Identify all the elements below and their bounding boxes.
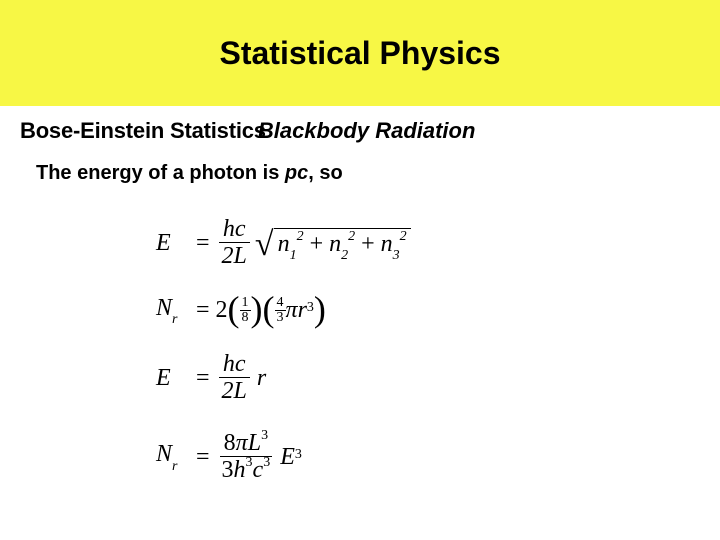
eq4-hexp: 3 (246, 455, 253, 470)
eq2-N: N (156, 295, 172, 321)
eq4-Eexp: 3 (295, 448, 302, 462)
eq1-e1: 2 (297, 229, 304, 244)
eq4-E: E (280, 445, 295, 469)
eq2-paren1: ( 1 8 ) (228, 295, 263, 325)
eq1-plus1: + (310, 231, 324, 257)
eq1-s3: 3 (393, 248, 400, 263)
body-prefix: The energy of a photon is (36, 162, 285, 184)
subtitle-right: Blackbody Radiation (258, 118, 476, 144)
eq4-lhs: Nr (156, 442, 190, 471)
eq2-equals: = (196, 298, 210, 322)
eq2-frac1: 1 8 (240, 296, 251, 325)
eq2-coef: 2 (216, 298, 228, 322)
eq2-cube: 3 (307, 301, 314, 315)
eq1-equals: = (196, 231, 210, 255)
eq4-Lexp: 3 (261, 428, 268, 443)
body-pc: pc (285, 162, 308, 184)
subtitle-left: Bose-Einstein Statistics (20, 118, 266, 144)
eq4-L: L (248, 430, 261, 456)
title-band: Statistical Physics (0, 0, 720, 106)
eq2-lhs: Nr (156, 296, 190, 325)
eq1-n3: n (381, 231, 393, 257)
eq1-lhs: E (156, 231, 190, 255)
eq4-denc: 3 (222, 457, 234, 483)
body-line: The energy of a photon is pc, so (36, 162, 343, 185)
page-title: Statistical Physics (219, 35, 500, 72)
eq1-n1: n (278, 231, 290, 257)
eq4-frac: 8πL3 3h3c3 (218, 430, 275, 483)
eq3-frac: hc 2L (218, 351, 251, 404)
eq1-frac-num: hc (219, 216, 250, 243)
eq4-frac-den: 3h3c3 (218, 457, 275, 483)
eq3-frac-num: hc (219, 351, 250, 378)
eq4-cexp: 3 (263, 455, 270, 470)
eq2-f1n: 1 (240, 296, 251, 311)
eq2-sub: r (172, 312, 177, 327)
eq4-sub: r (172, 459, 177, 474)
eq2-pi: π (286, 298, 298, 322)
eq1-sqrt: √ n12 + n22 + n32 (255, 226, 411, 260)
sqrt-icon: √ (255, 228, 274, 262)
eq2-f2d: 3 (275, 311, 286, 325)
body-suffix: , so (308, 162, 342, 184)
equation-4: Nr = 8πL3 3h3c3 E3 (156, 430, 411, 483)
eq1-s1: 1 (290, 248, 297, 263)
eq4-frac-num: 8πL3 (220, 430, 272, 457)
eq1-frac-den: 2L (218, 243, 251, 269)
eq1-e2: 2 (348, 229, 355, 244)
eq4-c: c (253, 457, 264, 483)
eq2-frac2: 4 3 (275, 296, 286, 325)
equation-2: Nr = 2 ( 1 8 ) ( 4 3 π r3 ) (156, 295, 411, 325)
eq2-paren2: ( 4 3 π r3 ) (263, 295, 326, 325)
eq2-r: r (298, 298, 307, 322)
eq4-equals: = (196, 445, 210, 469)
eq4-h: h (234, 457, 246, 483)
equations-block: E = hc 2L √ n12 + n22 + n32 Nr = 2 ( (156, 216, 411, 483)
eq4-numc: 8 (224, 430, 236, 456)
subtitle-row: Bose-Einstein Statistics Blackbody Radia… (20, 118, 475, 144)
equation-3: E = hc 2L r (156, 351, 411, 404)
eq3-frac-den: 2L (218, 378, 251, 404)
eq1-radicand: n12 + n22 + n32 (274, 228, 411, 262)
eq3-equals: = (196, 366, 210, 390)
eq1-e3: 2 (400, 229, 407, 244)
eq2-f2n: 4 (275, 296, 286, 311)
eq2-rhs: 2 ( 1 8 ) ( 4 3 π r3 ) (216, 295, 326, 325)
eq3-lhs: E (156, 366, 190, 390)
eq1-frac: hc 2L (218, 216, 251, 269)
eq1-plus2: + (361, 231, 375, 257)
eq1-s2: 2 (341, 248, 348, 263)
eq4-pi: π (236, 430, 248, 456)
eq3-r: r (257, 366, 266, 390)
eq2-f1d: 8 (240, 311, 251, 325)
eq1-n2: n (329, 231, 341, 257)
equation-1: E = hc 2L √ n12 + n22 + n32 (156, 216, 411, 269)
eq4-N: N (156, 441, 172, 467)
